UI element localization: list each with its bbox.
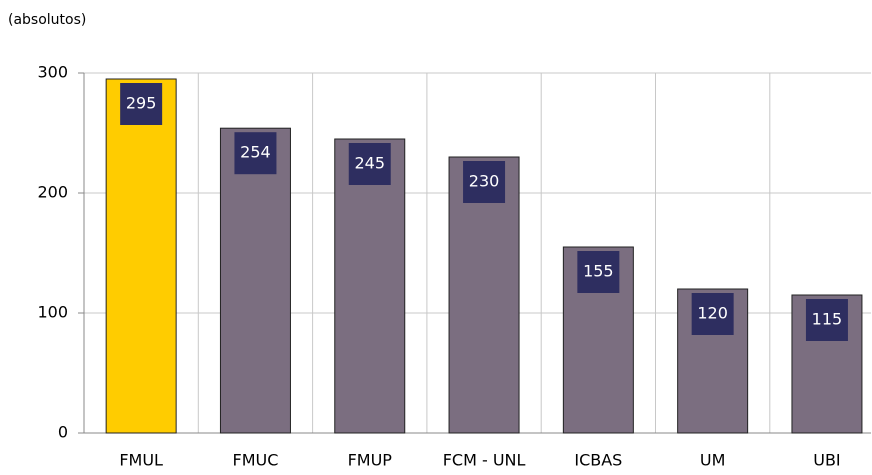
data-label-box xyxy=(234,132,277,175)
data-label-box xyxy=(691,293,734,335)
bar xyxy=(105,78,177,434)
data-label: 120 xyxy=(697,304,728,323)
data-label: 295 xyxy=(126,94,157,113)
data-label-box xyxy=(348,143,391,185)
data-label-box xyxy=(805,299,848,341)
x-tick-label: FMUC xyxy=(233,451,279,470)
x-tick-label: FMUL xyxy=(119,451,163,470)
bar xyxy=(219,127,291,434)
data-label: 155 xyxy=(583,262,614,281)
x-tick-label: UM xyxy=(700,451,726,470)
y-axis-label: (absolutos) xyxy=(8,12,86,28)
data-label: 230 xyxy=(469,172,500,191)
data-label-box xyxy=(120,83,163,125)
data-label: 245 xyxy=(354,154,385,173)
x-tick-label: ICBAS xyxy=(574,451,622,470)
data-label: 254 xyxy=(240,143,271,162)
data-label-box xyxy=(463,161,506,203)
x-tick-label: UBI xyxy=(813,451,840,470)
x-tick-label: FCM - UNL xyxy=(443,451,526,470)
y-tick-label: 200 xyxy=(37,183,68,202)
data-label-box xyxy=(577,251,620,293)
data-label: 115 xyxy=(812,310,843,329)
bar xyxy=(334,138,406,434)
y-tick-label: 0 xyxy=(58,423,68,442)
y-tick-label: 300 xyxy=(37,63,68,82)
x-tick-label: FMUP xyxy=(348,451,393,470)
y-tick-label: 100 xyxy=(37,303,68,322)
